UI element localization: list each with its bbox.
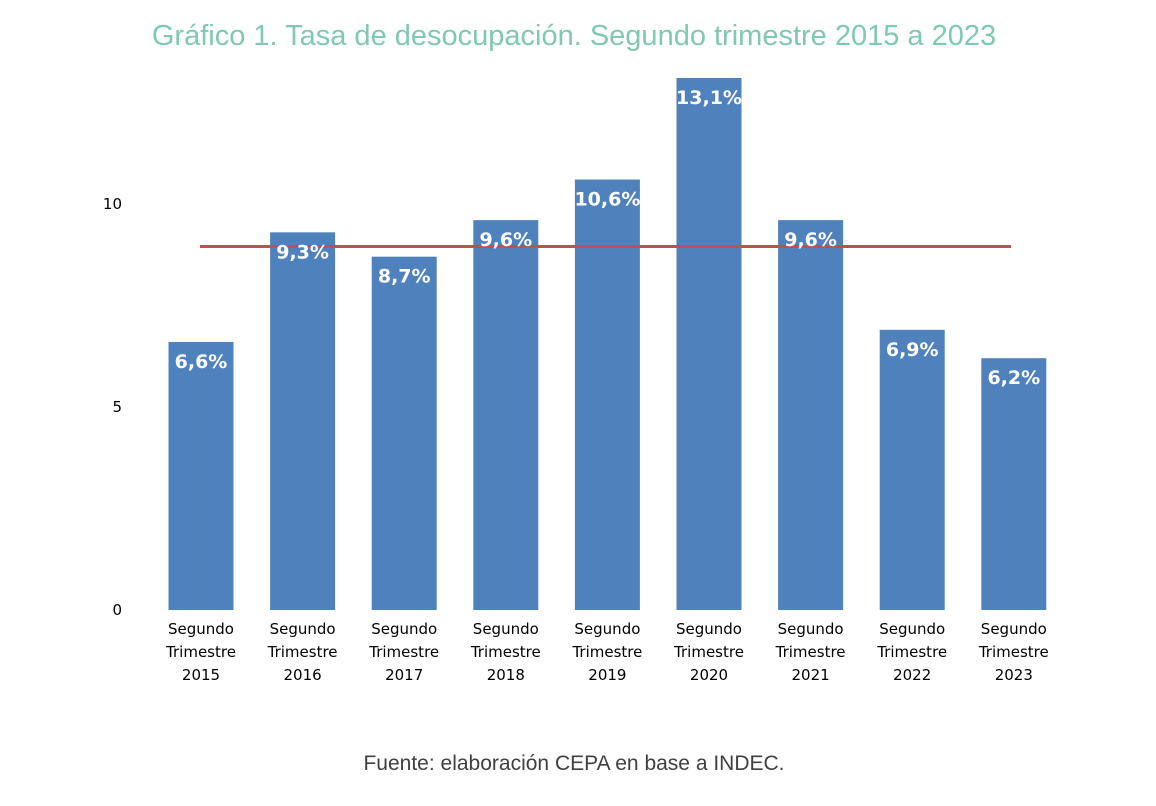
data-label: 10,6% [574, 189, 640, 211]
bar [371, 256, 437, 610]
data-label: 9,6% [479, 229, 532, 251]
category-label: Segundo Trimestre 2018 [470, 620, 541, 684]
data-label: 6,2% [987, 367, 1040, 389]
bars-group [168, 78, 1047, 611]
y-tick-label: 10 [103, 195, 122, 213]
data-label: 13,1% [676, 87, 742, 109]
data-label: 8,7% [378, 266, 431, 288]
category-labels-group: Segundo Trimestre 2015 Segundo Trimestre 2016… [165, 620, 1049, 684]
category-label: Segundo Trimestre 2023 [978, 620, 1049, 684]
data-label: 9,6% [784, 229, 837, 251]
data-label: 6,6% [175, 351, 228, 373]
category-label: Segundo Trimestre 2022 [876, 620, 947, 684]
bar [676, 78, 742, 610]
data-label: 6,9% [886, 339, 939, 361]
bar [473, 220, 539, 611]
data-labels-group: 6,6% 9,3% 8,7% 9,6% 10,6% 13,1% 9,6% 6,9% 6,2% [175, 87, 1041, 389]
category-label: Segundo Trimestre 2015 [165, 620, 236, 684]
bar [270, 232, 336, 610]
y-tick-label: 5 [112, 398, 122, 416]
category-label: Segundo Trimestre 2020 [673, 620, 744, 684]
y-axis-ticks: 0 5 10 [103, 195, 122, 619]
category-label: Segundo Trimestre 2019 [571, 620, 642, 684]
category-label: Segundo Trimestre 2016 [267, 620, 338, 684]
bar [778, 220, 844, 611]
bar [981, 358, 1047, 610]
source-note: Fuente: elaboración CEPA en base a INDEC… [363, 752, 785, 775]
category-label: Segundo Trimestre 2017 [368, 620, 439, 684]
category-label: Segundo Trimestre 2021 [775, 620, 846, 684]
chart-title: Gráfico 1. Tasa de desocupación. Segundo… [151, 20, 997, 52]
data-label: 9,3% [276, 241, 329, 263]
bar [574, 179, 640, 610]
y-tick-label: 0 [112, 601, 122, 619]
bar [168, 341, 234, 610]
bar [879, 329, 945, 610]
